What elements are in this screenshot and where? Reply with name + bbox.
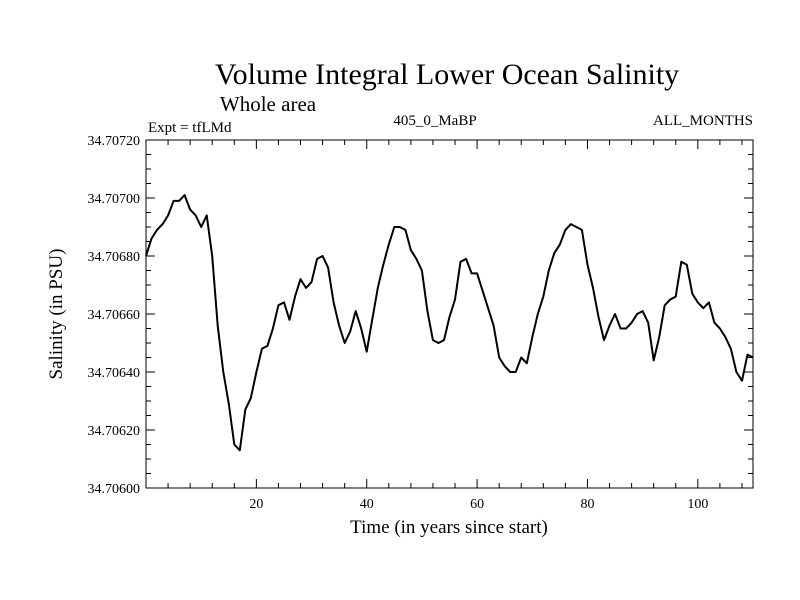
x-tick-label: 60 [470, 497, 484, 512]
chart-subtitle: Whole area [220, 92, 317, 116]
x-axis-label: Time (in years since start) [350, 517, 548, 538]
y-tick-label: 34.70700 [88, 192, 141, 207]
y-tick-label: 34.70720 [88, 134, 141, 149]
y-axis-label: Salinity (in PSU) [46, 249, 67, 380]
salinity-series-line [145, 194, 754, 452]
y-tick-label: 34.70640 [88, 366, 141, 381]
y-axis: 34.70600 34.70620 34.70640 34.70660 34.70680… [88, 134, 753, 497]
y-tick-label: 34.70680 [88, 250, 141, 265]
y-tick-label: 34.70620 [88, 424, 141, 439]
x-tick-label: 40 [360, 497, 374, 512]
run-label: 405_0_MaBP [393, 113, 476, 129]
x-tick-label: 80 [580, 497, 594, 512]
y-tick-label: 34.70660 [88, 308, 141, 323]
x-axis: 20 40 60 80 100 [167, 140, 743, 512]
x-tick-label: 100 [687, 497, 708, 512]
period-label: ALL_MONTHS [653, 113, 753, 129]
chart-title: Volume Integral Lower Ocean Salinity [215, 58, 679, 91]
y-tick-label: 34.70600 [88, 482, 141, 497]
x-tick-label: 20 [249, 497, 263, 512]
experiment-label: Expt = tfLMd [148, 120, 232, 136]
